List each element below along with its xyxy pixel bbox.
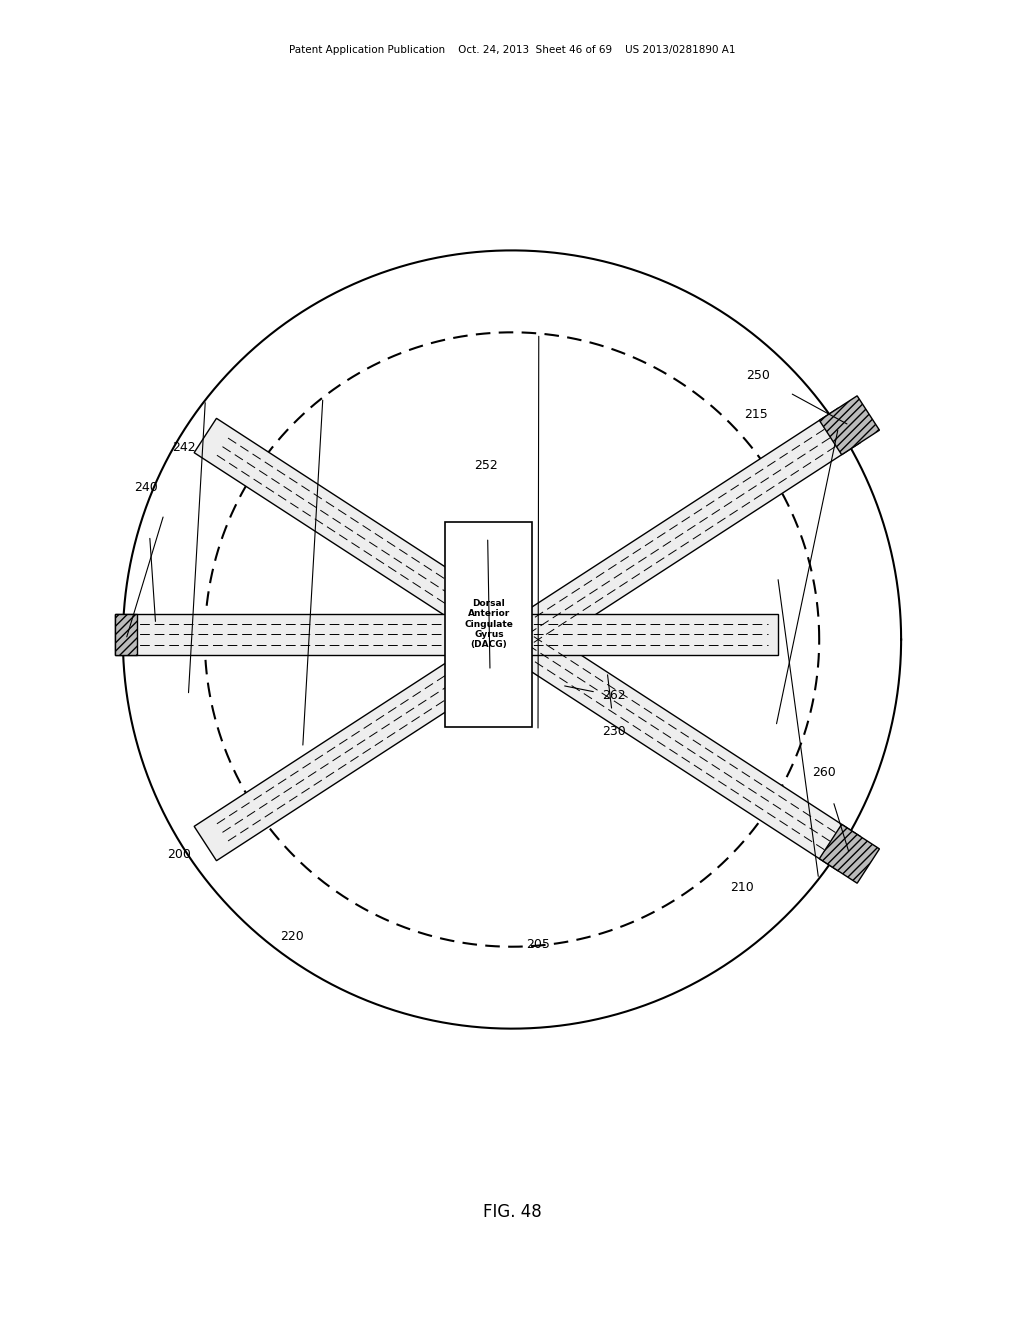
Text: Dorsal
Anterior
Cingulate
Gyrus
(DACG): Dorsal Anterior Cingulate Gyrus (DACG) — [465, 599, 513, 649]
Text: 220: 220 — [280, 931, 304, 942]
Text: 205: 205 — [525, 939, 550, 952]
Bar — [445, 521, 532, 726]
Bar — [115, 614, 137, 655]
Text: Patent Application Publication    Oct. 24, 2013  Sheet 46 of 69    US 2013/02818: Patent Application Publication Oct. 24, … — [289, 45, 735, 55]
Text: 260: 260 — [812, 766, 837, 779]
Polygon shape — [195, 408, 860, 861]
Text: 215: 215 — [743, 408, 768, 421]
Text: FIG. 48: FIG. 48 — [482, 1203, 542, 1221]
Text: 262: 262 — [602, 689, 627, 702]
Polygon shape — [819, 824, 880, 883]
Polygon shape — [819, 396, 880, 454]
Text: 200: 200 — [167, 847, 191, 861]
Bar — [115, 614, 778, 655]
Text: 250: 250 — [745, 368, 770, 381]
Text: 252: 252 — [474, 459, 499, 473]
Polygon shape — [195, 418, 860, 871]
Text: 242: 242 — [172, 441, 197, 454]
Text: 210: 210 — [730, 880, 755, 894]
Text: 240: 240 — [134, 482, 159, 495]
Text: 230: 230 — [602, 725, 627, 738]
